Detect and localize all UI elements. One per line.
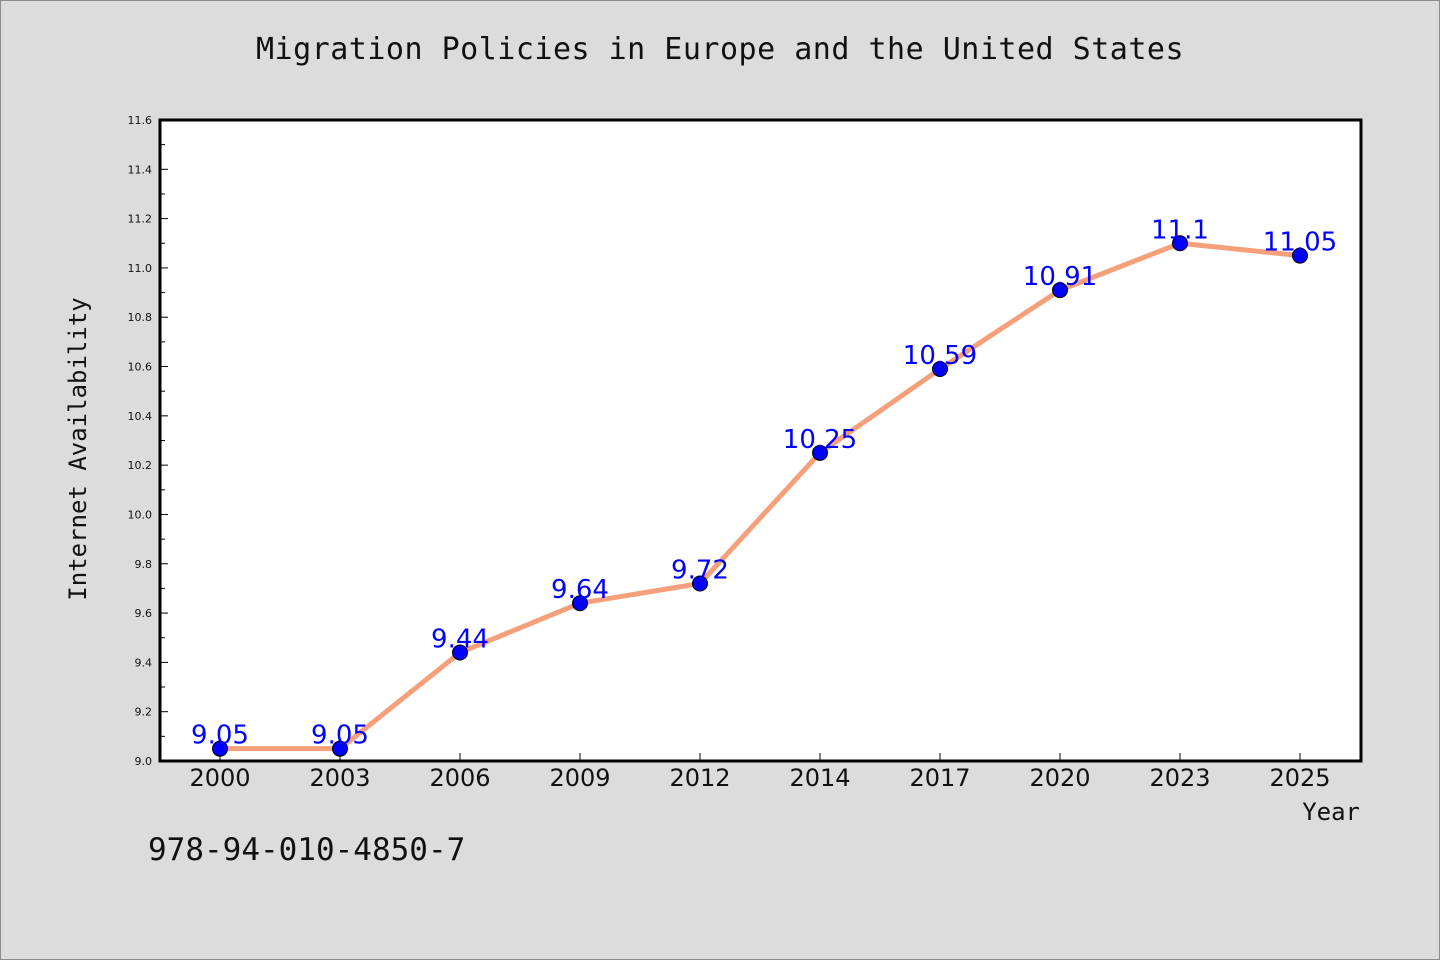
y-tick-label: 9.4	[135, 656, 153, 669]
data-label: 11.1	[1151, 215, 1209, 245]
y-axis: 9.0 9.2 9.4 9.6 9.8 10.0 10.2 10.4 10.6 10.8 11.0 1…	[128, 114, 168, 768]
data-point	[692, 575, 708, 592]
x-tick-label: 2012	[669, 764, 730, 792]
x-tick-label: 2025	[1269, 764, 1330, 792]
data-label: 10.25	[783, 425, 857, 455]
y-tick-label: 11.6	[128, 114, 153, 127]
x-tick-label: 2020	[1029, 764, 1090, 792]
data-point	[452, 644, 468, 661]
data-label: 10.91	[1023, 262, 1097, 292]
data-points	[212, 235, 1308, 757]
x-tick-label: 2006	[429, 764, 490, 792]
data-label: 11.05	[1263, 228, 1337, 258]
y-tick-label: 10.0	[128, 508, 153, 521]
data-point	[572, 595, 588, 612]
y-tick-label: 11.2	[128, 213, 153, 226]
data-label: 9.72	[671, 555, 729, 585]
y-tick-label: 10.4	[128, 410, 153, 423]
y-tick-label: 10.6	[128, 361, 153, 374]
data-label: 9.05	[191, 721, 249, 751]
x-axis-label: Year	[1302, 798, 1360, 826]
data-point	[812, 444, 828, 461]
series-line	[217, 240, 1303, 752]
y-axis-label: Internet Availability	[64, 297, 92, 600]
y-tick-label: 10.8	[128, 311, 153, 324]
y-tick-label: 11.4	[128, 163, 153, 176]
y-tick-label: 11.0	[128, 262, 153, 275]
x-axis: 2000 2003 2006 2009 2012 2014 2017 2020 2023 2025	[189, 753, 1331, 792]
data-point	[332, 740, 348, 757]
y-tick-label: 9.0	[135, 755, 153, 768]
x-tick-label: 2003	[309, 764, 370, 792]
data-label: 9.64	[551, 575, 609, 605]
x-tick-label: 2000	[189, 764, 250, 792]
y-tick-label: 10.2	[128, 459, 153, 472]
data-point	[212, 740, 228, 757]
data-label: 9.44	[431, 625, 489, 655]
y-tick-label: 9.6	[135, 607, 153, 620]
plot-area	[158, 118, 1363, 763]
x-tick-label: 2009	[549, 764, 610, 792]
y-tick-label: 9.2	[135, 706, 153, 719]
data-point	[1292, 247, 1308, 264]
x-tick-label: 2023	[1149, 764, 1210, 792]
data-label: 10.59	[903, 341, 977, 371]
data-label: 9.05	[311, 721, 369, 751]
x-tick-label: 2014	[789, 764, 850, 792]
data-point	[1052, 282, 1068, 299]
chart-title: Migration Policies in Europe and the Uni…	[255, 32, 1185, 67]
data-labels: 9.05 9.05 9.44 9.64 9.72 10.25 10.59 10.91 11.1 1…	[191, 215, 1337, 750]
footer-code: 978-94-010-4850-7	[148, 832, 466, 868]
data-point	[932, 361, 948, 378]
data-point	[1172, 235, 1188, 252]
y-tick-label: 9.8	[135, 558, 153, 571]
x-tick-label: 2017	[909, 764, 970, 792]
